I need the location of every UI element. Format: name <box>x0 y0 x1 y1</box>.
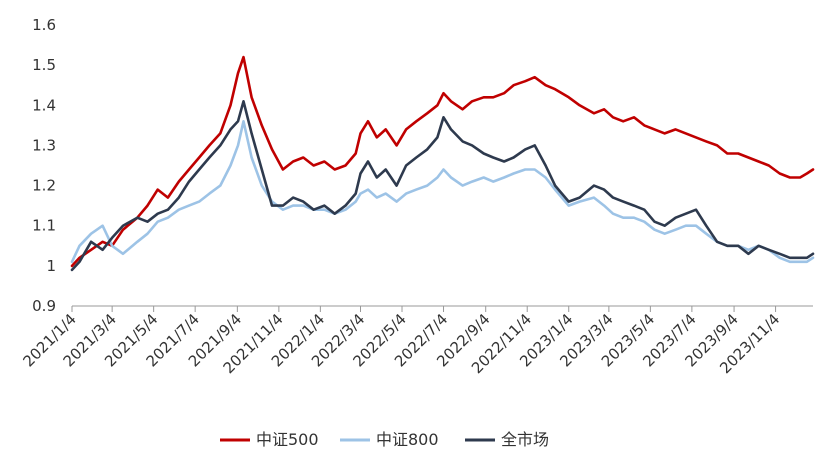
legend: 中证500 中证800 全市场 <box>220 430 549 449</box>
series-line-1 <box>70 55 815 268</box>
y-tick-label: 1.6 <box>32 16 56 34</box>
y-axis: 0.9 1 1.1 1.2 1.3 1.4 1.5 1.6 <box>32 16 56 315</box>
legend-label: 全市场 <box>501 430 549 449</box>
y-tick-label: 1.5 <box>32 56 56 74</box>
y-tick-label: 1.4 <box>32 96 56 114</box>
series-line-2 <box>70 120 815 264</box>
y-tick-label: 1.3 <box>32 136 56 154</box>
y-tick-label: 1 <box>46 257 56 275</box>
series-layer <box>70 55 815 272</box>
y-tick-label: 0.9 <box>32 297 56 315</box>
y-tick-label: 1.2 <box>32 177 56 195</box>
legend-label: 中证500 <box>256 430 319 449</box>
series-line-3 <box>70 100 815 272</box>
legend-label: 中证800 <box>376 430 439 449</box>
y-tick-label: 1.1 <box>32 217 56 235</box>
x-axis: 2021/1/42021/3/42021/5/42021/7/42021/9/4… <box>19 305 813 377</box>
